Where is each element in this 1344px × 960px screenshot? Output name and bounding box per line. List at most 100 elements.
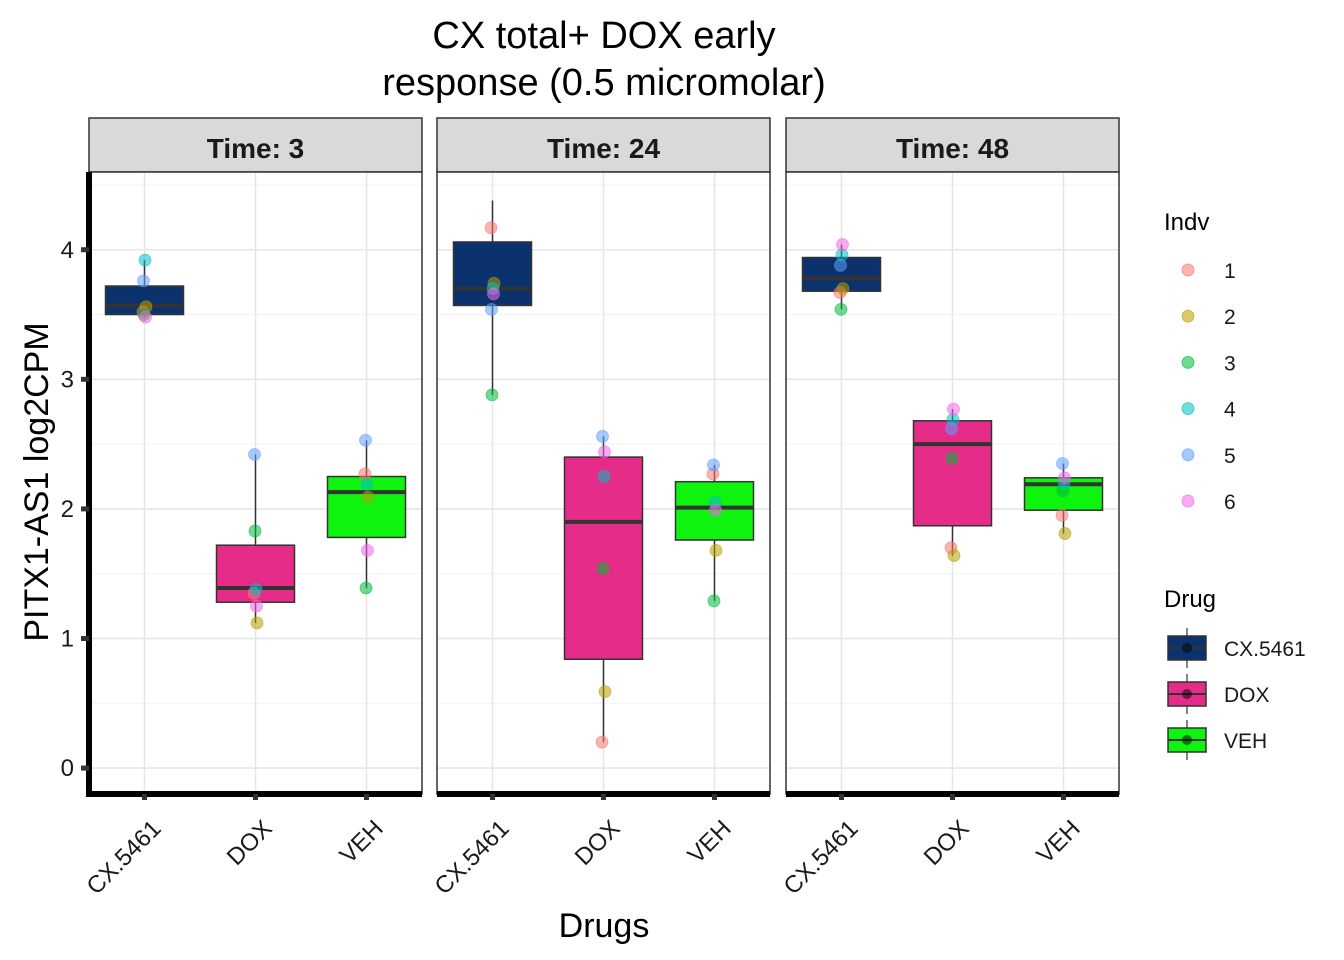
indv-legend-item: 1 (1181, 260, 1236, 283)
data-point (945, 422, 958, 435)
data-point (487, 287, 500, 301)
x-tick-label: VEH (335, 815, 389, 869)
data-point (709, 503, 722, 517)
data-point (250, 599, 263, 613)
x-tick-label: VEH (683, 815, 737, 869)
data-point (358, 467, 372, 481)
indv-legend-item: 3 (1181, 352, 1236, 375)
drug-legend-point (1182, 643, 1192, 653)
box-body (563, 456, 644, 660)
data-point (1056, 457, 1069, 470)
indv-legend-key (1181, 448, 1195, 462)
data-point (485, 388, 499, 402)
indv-legend-label: 6 (1224, 491, 1236, 514)
data-point (359, 581, 373, 595)
box-dox (912, 409, 993, 556)
data-point (360, 477, 374, 491)
facet-strip (436, 117, 771, 173)
data-point (947, 402, 960, 416)
facet-strip (88, 117, 423, 173)
indv-legend-label: 3 (1224, 352, 1236, 375)
indv-legend-key (1181, 263, 1195, 277)
data-point (947, 549, 961, 562)
box-dox (563, 436, 644, 743)
indv-legend-item: 2 (1181, 306, 1236, 329)
data-point (707, 458, 720, 472)
data-point (361, 490, 375, 504)
y-tick-label: 3 (61, 366, 74, 393)
indv-legend: Indv 1 2 3 4 5 6 (1164, 209, 1236, 514)
y-axis-label: PITX1-AS1 log2CPM (18, 322, 56, 641)
drug-legend-point (1182, 689, 1192, 699)
drug-legend-item: VEH (1167, 720, 1267, 760)
box-body (912, 420, 993, 527)
data-point (249, 582, 263, 596)
data-point (836, 282, 850, 296)
data-point (359, 433, 372, 447)
chart-title-line-2: response (0.5 micromolar) (382, 62, 825, 104)
data-point (596, 562, 610, 575)
x-tick-label: CX.5461 (81, 815, 166, 900)
facet-strip-label: Time: 48 (896, 133, 1009, 164)
data-point (598, 685, 612, 699)
data-point (137, 274, 150, 288)
data-point (361, 543, 374, 557)
indv-legend-key (1181, 402, 1195, 416)
drug-legend-title: Drug (1164, 586, 1216, 613)
drug-legend-label: DOX (1224, 684, 1270, 707)
data-point (1058, 471, 1071, 485)
x-tick-label: CX.5461 (778, 815, 863, 900)
data-point (945, 451, 959, 465)
data-point (250, 616, 264, 630)
drug-legend-item: DOX (1167, 674, 1270, 714)
data-point (836, 238, 849, 251)
indv-legend-item: 4 (1181, 399, 1236, 422)
data-point (484, 221, 498, 235)
drug-legend-point (1182, 735, 1192, 745)
data-point (595, 735, 609, 749)
drug-legend-label: CX.5461 (1224, 638, 1306, 661)
facet-panel: Time: 24 CX.5461 DOX VEH (429, 117, 771, 900)
indv-legend-label: 1 (1224, 260, 1236, 283)
drug-legend: Drug CX.5461 DOX VEH (1164, 586, 1306, 760)
data-point (596, 429, 609, 443)
indv-legend-item: 5 (1181, 445, 1236, 468)
data-point (1055, 508, 1069, 522)
indv-legend-key (1181, 355, 1195, 369)
data-point (709, 543, 723, 557)
data-point (598, 445, 611, 459)
facet-panel: Time: 48 CX.5461 DOX VEH (778, 117, 1120, 900)
y-tick-label: 4 (61, 237, 74, 264)
x-tick-label: DOX (919, 815, 975, 871)
indv-legend-label: 2 (1224, 306, 1236, 329)
indv-legend-title: Indv (1164, 209, 1209, 236)
data-point (597, 470, 611, 483)
indv-legend-label: 5 (1224, 445, 1236, 468)
y-tick-label: 1 (61, 626, 74, 653)
x-tick-label: VEH (1032, 815, 1086, 869)
y-axis: 0 1 2 3 4 (61, 172, 92, 797)
facet-panel: Time: 3 CX.5461 DOX VEH (81, 117, 423, 900)
indv-legend-key (1181, 309, 1195, 323)
data-point (707, 594, 721, 608)
facet-strip-label: Time: 3 (207, 133, 305, 164)
facet-strip-label: Time: 24 (547, 133, 661, 164)
indv-legend-item: 6 (1181, 491, 1236, 514)
y-tick-label: 0 (61, 755, 74, 782)
x-tick-label: DOX (222, 815, 278, 871)
data-point (1058, 527, 1072, 540)
data-point (834, 258, 847, 272)
facet-panels: Time: 3 CX.5461 DOX VEH Time: 24 CX.5461 DOX VE… (81, 117, 1120, 900)
y-tick-label: 2 (61, 496, 74, 523)
x-tick-label: CX.5461 (429, 815, 514, 900)
drug-legend-item: CX.5461 (1167, 628, 1306, 668)
x-tick-label: DOX (570, 815, 626, 871)
data-point (248, 524, 262, 538)
indv-legend-key (1181, 494, 1195, 508)
data-point (248, 448, 261, 461)
data-point (834, 302, 848, 316)
drug-legend-label: VEH (1224, 730, 1267, 753)
x-axis-label: Drugs (559, 907, 650, 945)
data-point (139, 310, 152, 324)
